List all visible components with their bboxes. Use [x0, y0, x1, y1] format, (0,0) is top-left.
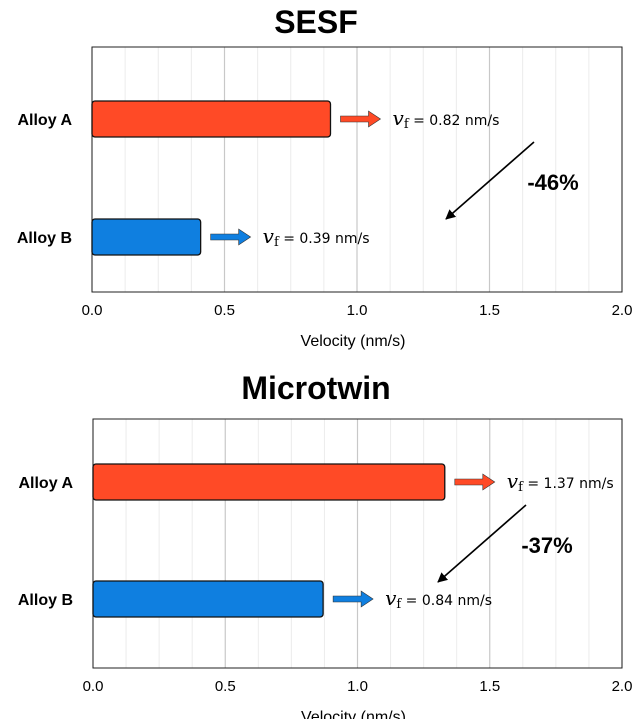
velocity-annotation: vf = 0.82 nm/s: [393, 106, 500, 132]
x-tick-label: 2.0: [612, 678, 632, 695]
category-label: Alloy B: [17, 230, 72, 247]
decrease-arrow: [437, 504, 527, 583]
value-pointer-arrow: [210, 228, 252, 246]
x-tick-label: 0.0: [82, 302, 103, 319]
value-pointer-arrow: [454, 473, 496, 491]
x-tick-label: 1.0: [347, 678, 368, 695]
x-tick-label: 2.0: [612, 302, 632, 319]
x-tick-label: 0.5: [214, 302, 235, 319]
bar: [91, 100, 332, 138]
plot-frame: [92, 418, 623, 669]
bar: [92, 580, 324, 618]
decrease-arrow: [445, 141, 535, 220]
chart-title: Microtwin: [241, 370, 391, 406]
sesf-chart: 0.0 0.5 1.0 1.5 2.0 Velocity (nm/s) Alloy A vf …: [17, 46, 632, 350]
bar: [92, 463, 446, 501]
category-label: Alloy A: [17, 112, 72, 129]
x-axis-label: Velocity (nm/s): [301, 333, 406, 350]
category-label: Alloy B: [18, 592, 73, 609]
percent-change-label: -46%: [527, 170, 578, 195]
x-axis-label: Velocity (nm/s): [301, 709, 406, 719]
value-pointer-arrow: [340, 110, 382, 128]
x-tick-label: 1.5: [479, 302, 500, 319]
chart-title: SESF: [274, 4, 358, 40]
microtwin-chart: 0.0 0.5 1.0 1.5 2.0 Velocity (nm/s) Alloy A vf …: [18, 418, 632, 719]
velocity-annotation: vf = 0.39 nm/s: [263, 224, 370, 250]
velocity-annotation: vf = 1.37 nm/s: [507, 469, 614, 495]
bar: [91, 218, 202, 256]
microtwin-chart-panel: Microtwin 0.0 0.5 1.0 1.5 2.0 Velocity (nm/s)…: [0, 364, 632, 719]
x-tick-label: 0.0: [83, 678, 104, 695]
percent-change-label: -37%: [521, 533, 572, 558]
value-pointer-arrow: [332, 590, 374, 608]
category-label: Alloy A: [18, 475, 73, 492]
x-tick-label: 1.5: [479, 678, 500, 695]
plot-frame: [91, 46, 623, 293]
velocity-annotation: vf = 0.84 nm/s: [385, 586, 492, 612]
x-tick-label: 0.5: [215, 678, 236, 695]
sesf-chart-panel: SESF 0.0 0.5 1.0 1.5 2.0 Velocity (nm/s) Alloy…: [0, 0, 632, 355]
x-tick-label: 1.0: [347, 302, 368, 319]
